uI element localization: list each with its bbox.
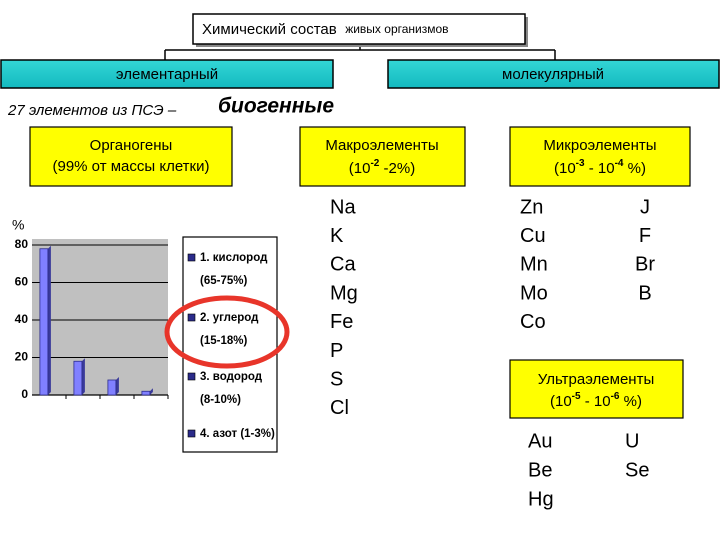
bar-side [81, 358, 85, 395]
group-box [29, 126, 233, 187]
bar [107, 379, 117, 396]
legend-label: 2. углерод [200, 312, 259, 324]
highlight [164, 295, 290, 369]
y-tick-label: 60 [15, 275, 29, 289]
branch-box [387, 59, 720, 89]
range-part: (10 [550, 393, 572, 410]
legend-box [182, 236, 278, 453]
element-symbol: P [330, 340, 343, 362]
element-symbol: Mg [330, 282, 358, 304]
range-part: - 10 [581, 393, 611, 410]
y-tick-label: 20 [15, 350, 29, 364]
y-tick-label: 0 [21, 387, 28, 401]
range-exponent: -4 [615, 158, 624, 169]
element-symbol: Br [635, 254, 655, 276]
group-range: (10-5 - 10-6 %) [550, 391, 642, 410]
legend-label: 4. азот (1-3%) [200, 428, 275, 440]
connectors [164, 44, 556, 60]
bar-side [115, 377, 119, 395]
element-symbol: B [638, 282, 651, 304]
legend-label: 1. кислород [200, 252, 268, 264]
range-part: - 10 [585, 160, 615, 177]
element-symbol: Be [528, 459, 552, 481]
bar [141, 390, 151, 396]
group-title: Органогены [90, 137, 173, 154]
element-symbol: U [625, 430, 639, 452]
legend-label: 3. водород [200, 371, 263, 383]
element-symbol: Zn [520, 196, 543, 218]
title-small: живых организмов [345, 22, 448, 36]
range-part: %) [620, 393, 643, 410]
legend-label: (15-18%) [200, 335, 247, 347]
element-symbol: Mo [520, 282, 548, 304]
title-main: Химический состав [202, 21, 337, 38]
bar [39, 248, 49, 396]
subtitle: 27 элементов из ПСЭ – [7, 102, 177, 119]
legend-marker [187, 253, 196, 262]
branch-label: молекулярный [502, 66, 604, 83]
element-symbol: Hg [528, 488, 554, 510]
header-title: Химический состав живых организмов [202, 21, 449, 38]
element-symbol: Co [520, 311, 546, 333]
element-symbol: Au [528, 430, 552, 452]
range-part: (10 [554, 160, 576, 177]
plot-area [32, 239, 168, 395]
legend-label: (8-10%) [200, 394, 241, 406]
group-box [509, 126, 691, 187]
element-symbol: Fe [330, 311, 353, 333]
element-symbol: Se [625, 459, 649, 481]
group-box [299, 126, 466, 187]
bar-side [47, 245, 51, 395]
element-symbol: Cl [330, 397, 349, 419]
range-part: (10 [349, 160, 371, 177]
legend-marker [187, 372, 196, 381]
header-box [192, 13, 526, 45]
group-range: (10-3 - 10-4 %) [554, 158, 646, 177]
range-exponent: -6 [611, 391, 620, 402]
y-tick-label: 40 [15, 312, 29, 326]
group-box [509, 359, 684, 419]
legend-marker [187, 313, 196, 322]
group-note: (99% от массы клетки) [53, 158, 210, 175]
range-part: %) [624, 160, 647, 177]
legend-marker [187, 429, 196, 438]
legend-label: (65-75%) [200, 275, 247, 287]
element-symbol: S [330, 368, 343, 390]
element-symbol: Mn [520, 254, 548, 276]
element-symbol: Na [330, 196, 356, 218]
branch-label: элементарный [116, 66, 218, 83]
element-symbol: J [640, 196, 650, 218]
range-exponent: -5 [572, 391, 581, 402]
y-tick-label: 80 [15, 237, 29, 251]
range-part: -2%) [379, 160, 415, 177]
y-axis-label: % [12, 217, 24, 233]
element-symbol: Ca [330, 254, 356, 276]
bar-side [149, 388, 153, 395]
range-exponent: -2 [370, 158, 379, 169]
bar [73, 360, 83, 396]
group-title: Микроэлементы [543, 137, 656, 154]
element-symbol: K [330, 225, 344, 247]
chart: 0 20 40 60 80 1. кислород (65-75%) 2. углерод (1… [15, 236, 278, 453]
group-range: (10-2 -2%) [349, 158, 415, 177]
branch-box [0, 59, 334, 89]
element-symbol: Cu [520, 225, 546, 247]
element-symbol: F [639, 225, 651, 247]
range-exponent: -3 [576, 158, 585, 169]
subtitle-emphasis: биогенные [218, 95, 334, 118]
group-title: Ультраэлементы [538, 371, 654, 388]
group-title: Макроэлементы [325, 137, 438, 154]
